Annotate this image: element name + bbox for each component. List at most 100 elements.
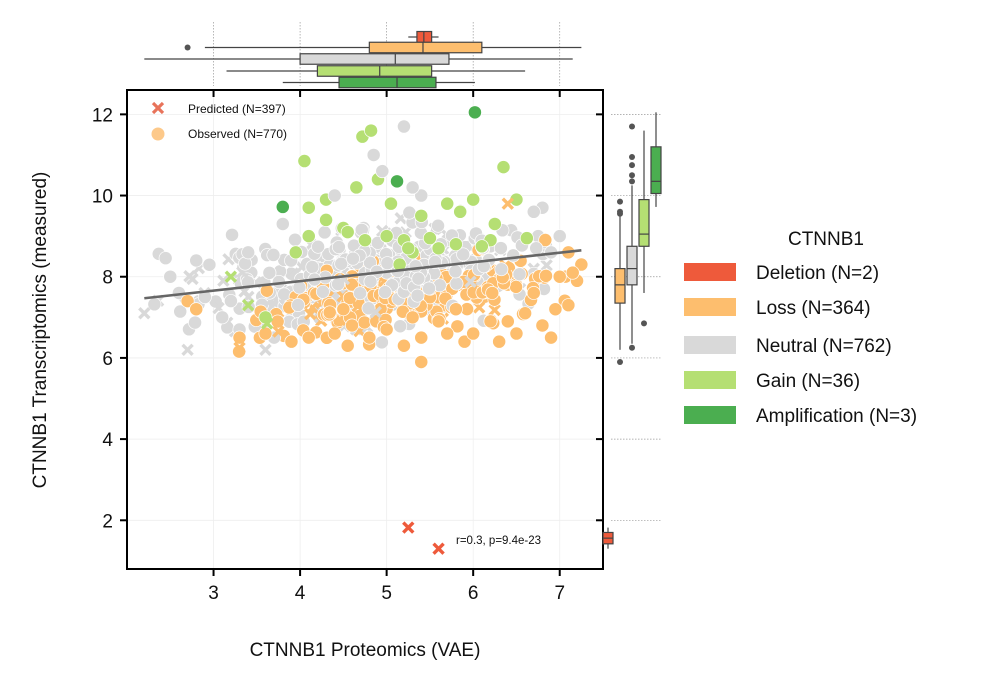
neutral-point: [380, 256, 395, 271]
y-boxplot-neutral: [626, 123, 638, 351]
neutral-point: [346, 251, 360, 266]
loss-point: [304, 307, 317, 321]
legend-marker-observed: [151, 127, 165, 141]
gain-point: [414, 208, 429, 223]
gain-point: [431, 241, 446, 256]
neutral-point: [410, 288, 425, 303]
gain-point: [453, 204, 468, 219]
neutral-point: [366, 147, 381, 162]
x-boxplot-amplification: [282, 76, 475, 89]
x-boxplot-gain: [226, 65, 526, 77]
loss-point: [351, 299, 365, 313]
loss-point: [526, 286, 541, 300]
loss-point: [548, 302, 563, 317]
neutral-point: [186, 272, 199, 286]
neutral-point: [288, 232, 303, 247]
neutral-point: [363, 274, 378, 289]
neutral-point: [408, 259, 423, 274]
loss-point: [344, 277, 359, 292]
neutral-point: [173, 304, 188, 319]
loss-point: [483, 314, 498, 329]
neutral-point: [275, 217, 290, 231]
loss-point: [336, 302, 351, 317]
loss-point: [565, 265, 580, 280]
legend-swatch-loss: [684, 298, 736, 316]
x-tick-label: 6: [468, 583, 479, 604]
y-tick-label: 6: [102, 349, 113, 370]
gain-point: [297, 154, 312, 168]
y-boxplot-deletion: [602, 527, 614, 549]
gain-point: [401, 241, 416, 256]
loss-point: [518, 306, 533, 321]
neutral-point: [262, 265, 277, 280]
neutral-point: [449, 276, 464, 291]
neutral-point: [448, 264, 463, 279]
x-boxplot-deletion: [408, 30, 439, 44]
neutral-point: [540, 259, 553, 272]
loss-point: [322, 305, 337, 320]
neutral-point: [526, 204, 541, 219]
legend-label-neutral: Neutral (N=762): [756, 336, 892, 357]
neutral-point: [353, 286, 368, 301]
legend-label-deletion: Deletion (N=2): [756, 263, 879, 284]
amplification-point: [275, 199, 290, 214]
loss-point: [362, 330, 377, 345]
neutral-point: [158, 251, 173, 266]
gain-point: [440, 196, 455, 211]
loss-point: [396, 338, 411, 353]
loss-point: [538, 233, 553, 247]
loss-point: [327, 326, 342, 341]
neutral-point: [361, 301, 376, 316]
loss-point: [535, 318, 550, 333]
deletion-point: [432, 542, 445, 555]
y-boxplot-amplification: [650, 112, 662, 207]
gain-point: [496, 160, 511, 175]
loss-point: [357, 315, 372, 330]
scatter-legend: Predicted (N=397) Observed (N=770): [151, 101, 287, 141]
loss-point: [448, 302, 463, 317]
neutral-point: [552, 229, 567, 244]
neutral-point: [189, 253, 204, 268]
loss-point: [284, 334, 299, 349]
neutral-point: [464, 275, 477, 288]
gain-point: [379, 229, 394, 244]
gain-point: [487, 217, 502, 231]
neutral-point: [138, 307, 151, 320]
loss-point: [233, 341, 246, 354]
neutral-point: [225, 227, 239, 242]
x-marginal-boxplots: [144, 30, 582, 89]
gain-point: [466, 192, 481, 207]
gain-point: [364, 123, 379, 138]
axis-ticks: 3 4 5 6 7 2 4 6 8 10 12: [92, 90, 603, 604]
legend-title: CTNNB1: [788, 229, 864, 250]
neutral-point: [402, 205, 417, 220]
legend-label-amplification: Amplification (N=3): [756, 406, 917, 427]
loss-point: [509, 326, 524, 341]
legend-swatch-gain: [684, 371, 736, 389]
y-boxplot-loss: [614, 198, 626, 365]
neutral-point: [215, 310, 230, 325]
neutral-point: [476, 259, 491, 274]
neutral-point: [327, 188, 342, 203]
loss-point: [301, 330, 316, 345]
gain-point: [261, 317, 274, 330]
neutral-point: [378, 285, 392, 300]
legend-swatch-neutral: [684, 336, 736, 354]
neutral-point: [411, 271, 426, 286]
neutral-point: [369, 305, 382, 319]
neutral-point: [217, 274, 230, 287]
loss-point: [379, 322, 394, 337]
gain-point: [422, 231, 437, 246]
loss-point: [574, 257, 589, 272]
legend-label-observed: Observed (N=770): [188, 127, 287, 141]
neutral-point: [291, 298, 306, 312]
legend-label-predicted: Predicted (N=397): [188, 102, 286, 116]
gain-point: [384, 196, 398, 211]
loss-point: [539, 268, 553, 283]
loss-point: [466, 326, 481, 341]
loss-point: [561, 298, 576, 313]
neutral-point: [163, 269, 178, 284]
y-boxplot-gain: [638, 130, 650, 327]
gain-point: [519, 231, 534, 246]
neutral-point: [494, 262, 509, 277]
